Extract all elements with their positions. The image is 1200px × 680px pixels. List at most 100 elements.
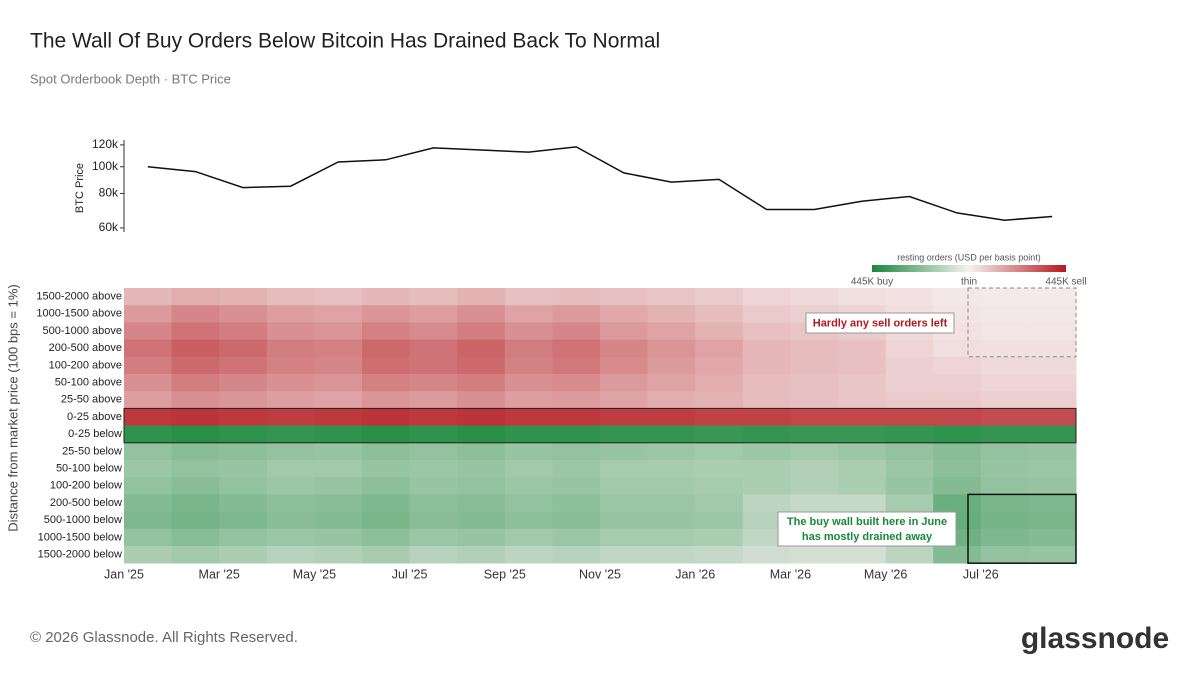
heat-cell bbox=[647, 408, 696, 426]
heat-cell bbox=[124, 339, 173, 358]
heat-cell bbox=[552, 374, 601, 392]
annotation-box bbox=[805, 312, 955, 334]
heat-cell bbox=[980, 546, 1029, 564]
heat-cell bbox=[980, 528, 1029, 547]
row-label: 1000-1500 below bbox=[38, 531, 122, 543]
heat-cell bbox=[647, 305, 696, 323]
heat-cell bbox=[933, 477, 982, 495]
heat-cell bbox=[504, 477, 553, 495]
heat-cell bbox=[409, 511, 458, 530]
heat-cell bbox=[600, 546, 649, 564]
heat-cell bbox=[219, 528, 268, 547]
heat-cell bbox=[457, 408, 506, 426]
y-tick-label: 80k bbox=[99, 186, 119, 200]
heat-cell bbox=[838, 288, 887, 306]
heat-cell bbox=[266, 460, 315, 478]
heat-cell bbox=[314, 460, 363, 478]
month-label: May '26 bbox=[864, 567, 907, 581]
heat-cell bbox=[504, 442, 553, 461]
heat-cell bbox=[457, 442, 506, 461]
month-label: Sep '25 bbox=[484, 567, 526, 581]
heat-cell bbox=[980, 477, 1029, 495]
heat-cell bbox=[314, 511, 363, 530]
heat-cell bbox=[171, 425, 220, 444]
heat-cell bbox=[838, 391, 887, 409]
heat-cell bbox=[219, 477, 268, 495]
heat-cell bbox=[362, 339, 411, 358]
heat-cell bbox=[933, 408, 982, 426]
heat-cell bbox=[266, 425, 315, 444]
heat-cell bbox=[600, 374, 649, 392]
heat-cell bbox=[552, 528, 601, 547]
heat-cell bbox=[790, 494, 839, 512]
heat-cell bbox=[124, 477, 173, 495]
heat-cell bbox=[409, 477, 458, 495]
row-label: 100-200 below bbox=[50, 480, 122, 492]
heat-cell bbox=[1028, 442, 1077, 461]
heat-cell bbox=[552, 288, 601, 306]
annotation-box bbox=[777, 511, 957, 547]
price-line bbox=[147, 146, 1053, 221]
heat-cell bbox=[838, 339, 887, 358]
heat-cell bbox=[266, 374, 315, 392]
heat-cell bbox=[742, 460, 791, 478]
heat-cell bbox=[885, 374, 934, 392]
heat-cell bbox=[695, 546, 744, 564]
colorbar-label: thin bbox=[961, 277, 977, 288]
heat-cell bbox=[171, 442, 220, 461]
heat-cell bbox=[266, 322, 315, 340]
heat-cell bbox=[171, 511, 220, 530]
heat-cell bbox=[552, 546, 601, 564]
heat-cell bbox=[409, 374, 458, 392]
month-label: Jan '25 bbox=[104, 567, 144, 581]
heat-cell bbox=[266, 477, 315, 495]
heat-cell bbox=[647, 442, 696, 461]
heat-cell bbox=[885, 356, 934, 375]
month-label: Jan '26 bbox=[675, 567, 715, 581]
heat-cell bbox=[266, 391, 315, 409]
heat-cell bbox=[266, 408, 315, 426]
heat-cell bbox=[980, 442, 1029, 461]
heat-cell bbox=[171, 477, 220, 495]
heat-cell bbox=[838, 408, 887, 426]
heat-cell bbox=[933, 356, 982, 375]
heat-cell bbox=[171, 305, 220, 323]
heat-cell bbox=[885, 494, 934, 512]
heat-cell bbox=[838, 460, 887, 478]
heat-cell bbox=[647, 374, 696, 392]
heat-cell bbox=[600, 339, 649, 358]
heat-cell bbox=[980, 460, 1029, 478]
heat-cell bbox=[362, 305, 411, 323]
heat-cell bbox=[885, 408, 934, 426]
heat-cell bbox=[362, 288, 411, 306]
heat-cell bbox=[933, 442, 982, 461]
row-label: 200-500 below bbox=[50, 497, 122, 509]
heat-cell bbox=[362, 425, 411, 444]
heat-cell bbox=[838, 477, 887, 495]
heat-cell bbox=[790, 546, 839, 564]
heat-cell bbox=[647, 460, 696, 478]
heat-cell bbox=[647, 425, 696, 444]
row-label: 0-25 below bbox=[68, 428, 122, 440]
heat-cell bbox=[409, 288, 458, 306]
heat-cell bbox=[790, 477, 839, 495]
heat-cell bbox=[124, 442, 173, 461]
heat-cell bbox=[219, 442, 268, 461]
heat-cell bbox=[457, 528, 506, 547]
heat-cell bbox=[362, 408, 411, 426]
month-label: Mar '25 bbox=[199, 567, 240, 581]
heat-cell bbox=[1028, 511, 1077, 530]
heat-cell bbox=[1028, 391, 1077, 409]
heat-cell bbox=[171, 408, 220, 426]
heat-cell bbox=[600, 477, 649, 495]
heat-cell bbox=[171, 339, 220, 358]
heat-cell bbox=[504, 546, 553, 564]
heat-cell bbox=[314, 494, 363, 512]
heat-cell bbox=[314, 425, 363, 444]
colorbar-title: resting orders (USD per basis point) bbox=[897, 252, 1041, 262]
heat-cell bbox=[980, 339, 1029, 358]
heat-cell bbox=[457, 391, 506, 409]
heat-cell bbox=[314, 374, 363, 392]
heat-cell bbox=[552, 356, 601, 375]
heat-cell bbox=[790, 356, 839, 375]
